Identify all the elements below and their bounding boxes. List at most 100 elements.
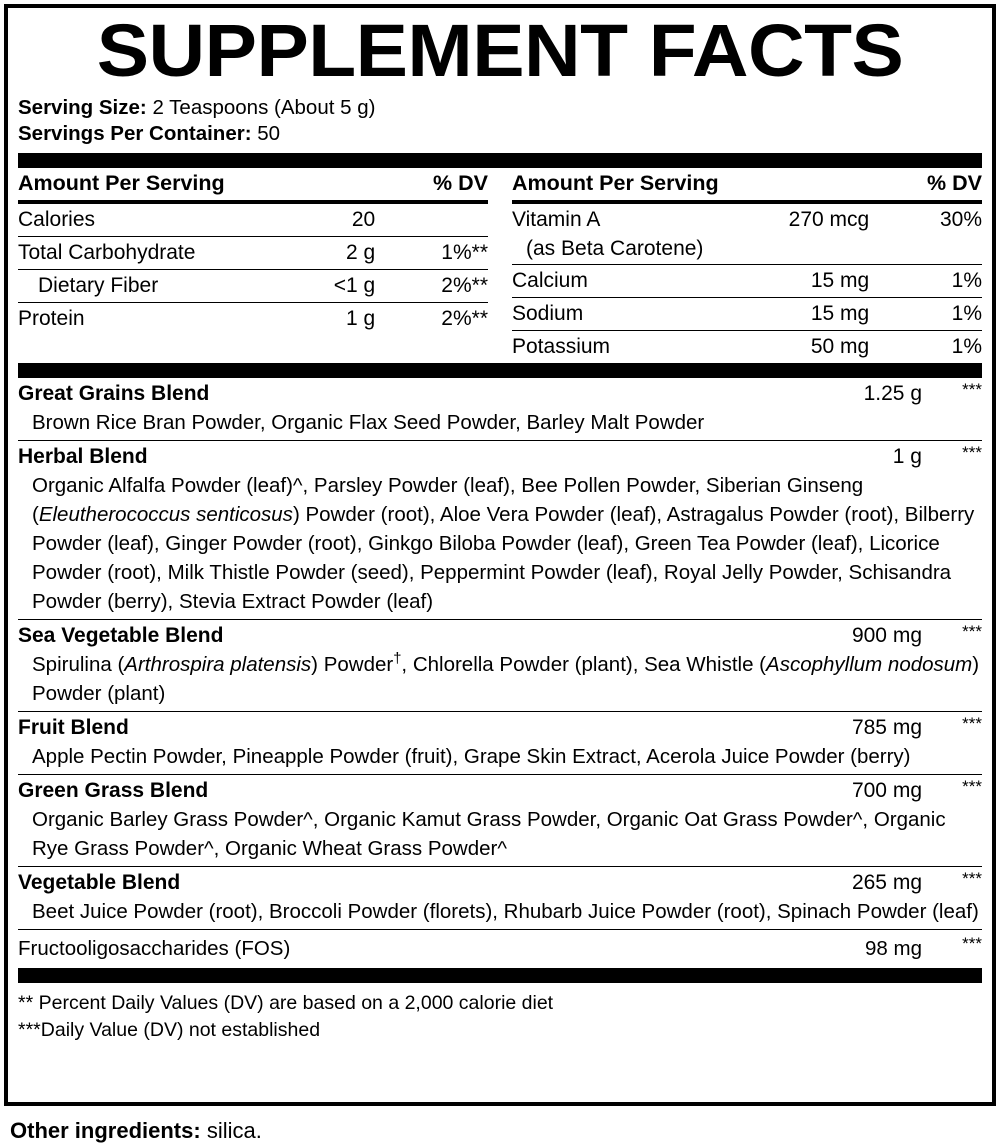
divider-bar-top <box>18 153 982 168</box>
other-ingredients: Other ingredients: silica. <box>10 1117 262 1145</box>
blend-dv: *** <box>922 711 982 742</box>
table-row: Vitamin A 270 mcg 30% <box>512 204 982 236</box>
nutrient-amount: 50 mg <box>718 330 870 363</box>
blend-dv: *** <box>962 380 982 399</box>
table-header-row: Amount Per Serving % DV <box>512 168 982 200</box>
blend-dv: *** <box>922 866 982 897</box>
blend-amount: 265 mg <box>772 866 922 897</box>
divider-bar-middle <box>18 363 982 378</box>
nutrient-dv: 1% <box>869 264 982 298</box>
nutrient-name: Dietary Fiber <box>18 269 225 303</box>
proprietary-blends-table: Great Grains Blend 1.25 g *** Brown Rice Br… <box>18 378 982 968</box>
ingredient-dv: *** <box>922 929 982 968</box>
nutrient-amount: 1 g <box>224 302 376 335</box>
nutrient-dv <box>375 204 488 237</box>
servings-per-container-value: 50 <box>257 122 281 145</box>
supplement-facts-panel: SUPPLEMENT FACTS Serving Size: 2 Teaspoo… <box>4 4 996 1106</box>
nutrient-amount: 15 mg <box>718 264 870 298</box>
nutrient-dv: 30% <box>939 208 982 231</box>
blend-amount: 700 mg <box>772 774 922 805</box>
header-amount-per-serving: Amount Per Serving <box>18 171 225 195</box>
blend-ingredients-row: Spirulina (Arthrospira platensis) Powder… <box>18 650 982 712</box>
header-spacer <box>719 168 869 200</box>
nutrient-dv: 1% <box>869 330 982 363</box>
ingredient-name: Fructooligosaccharides (FOS) <box>18 929 772 968</box>
nutrient-amount: 270 mcg <box>788 208 870 231</box>
blend-amount: 1 g <box>772 440 922 471</box>
nutrient-dv: 1%** <box>375 236 488 270</box>
nutrient-amount: 20 <box>351 208 376 231</box>
footnote-dv-not-established: ***Daily Value (DV) not established <box>18 1019 321 1041</box>
nutrition-table-right: Amount Per Serving % DV <box>512 168 982 200</box>
ingredient-row: Fructooligosaccharides (FOS) 98 mg *** <box>18 929 982 968</box>
table-row: Calories 20 <box>18 204 488 237</box>
table-row: Protein 1 g 2%** <box>18 302 488 335</box>
nutrient-dv: 2%** <box>375 269 488 303</box>
serving-size-line: Serving Size: 2 Teaspoons (About 5 g) <box>18 95 982 121</box>
header-amount-per-serving: Amount Per Serving <box>512 171 719 195</box>
header-percent-dv: % DV <box>433 171 488 195</box>
blend-header-row: Vegetable Blend 265 mg *** <box>18 866 982 897</box>
blend-header-row: Herbal Blend 1 g *** <box>18 440 982 471</box>
table-header-row: Amount Per Serving % DV <box>18 168 488 200</box>
header-underline-left <box>18 200 488 204</box>
table-spacer <box>18 335 488 357</box>
blend-name: Green Grass Blend <box>18 774 772 805</box>
serving-info: Serving Size: 2 Teaspoons (About 5 g) Se… <box>18 92 982 153</box>
table-row: Sodium 15 mg 1% <box>512 297 982 331</box>
other-ingredients-label: Other ingredients: <box>10 1118 201 1143</box>
blend-header-row: Green Grass Blend 700 mg *** <box>18 774 982 805</box>
nutrition-facts-columns: Amount Per Serving % DV Calories 20 <box>18 168 982 363</box>
nutrition-column-right: Amount Per Serving % DV Vitamin A 270 mc… <box>500 168 982 363</box>
nutrition-rows-left: Calories 20 Total Carbohydrate 2 g 1%** … <box>18 204 488 357</box>
nutrient-name: Vitamin A <box>512 208 601 231</box>
blend-ingredients: Apple Pectin Powder, Pineapple Powder (f… <box>32 745 911 768</box>
blend-dv: *** <box>922 619 982 650</box>
blend-header-row: Great Grains Blend 1.25 g *** <box>18 378 982 408</box>
blend-ingredients-row: Organic Barley Grass Powder^, Organic Ka… <box>18 805 982 867</box>
nutrition-column-left: Amount Per Serving % DV Calories 20 <box>18 168 500 363</box>
nutrient-name: Calories <box>18 208 96 231</box>
other-ingredients-value: silica. <box>206 1118 262 1143</box>
footnotes: ** Percent Daily Values (DV) are based o… <box>18 983 982 1050</box>
blend-ingredients-row: Beet Juice Powder (root), Broccoli Powde… <box>18 897 982 930</box>
table-row: Dietary Fiber <1 g 2%** <box>18 269 488 303</box>
blend-name: Sea Vegetable Blend <box>18 619 772 650</box>
header-underline-right <box>512 200 982 204</box>
nutrient-name: Sodium <box>512 297 719 331</box>
page-title: SUPPLEMENT FACTS <box>96 9 904 92</box>
nutrient-amount: 15 mg <box>718 297 870 331</box>
blend-name: Vegetable Blend <box>18 866 772 897</box>
nutrient-amount: 2 g <box>224 236 376 270</box>
blend-ingredients-row: Brown Rice Bran Powder, Organic Flax See… <box>18 408 982 441</box>
blend-ingredients: Beet Juice Powder (root), Broccoli Powde… <box>32 900 979 923</box>
servings-per-container-line: Servings Per Container: 50 <box>18 121 982 147</box>
blend-ingredients: Organic Alfalfa Powder (leaf)^, Parsley … <box>32 474 975 613</box>
nutrient-name: Total Carbohydrate <box>18 236 225 270</box>
header-percent-dv: % DV <box>927 171 982 195</box>
table-row-subtext: (as Beta Carotene) <box>512 236 982 265</box>
nutrient-name: Potassium <box>512 330 719 363</box>
blend-name: Herbal Blend <box>18 440 772 471</box>
nutrient-subname: (as Beta Carotene) <box>526 237 704 260</box>
divider-bar-bottom <box>18 968 982 983</box>
nutrient-dv: 1% <box>869 297 982 331</box>
blend-ingredients: Spirulina (Arthrospira platensis) Powder… <box>32 651 980 705</box>
serving-size-label: Serving Size: <box>18 96 147 119</box>
blend-dv: *** <box>922 774 982 805</box>
nutrition-table-left: Amount Per Serving % DV <box>18 168 488 200</box>
blend-ingredients: Brown Rice Bran Powder, Organic Flax See… <box>32 411 705 434</box>
nutrient-amount: <1 g <box>224 269 376 303</box>
nutrient-dv: 2%** <box>375 302 488 335</box>
blend-name: Fruit Blend <box>18 711 772 742</box>
blend-amount: 785 mg <box>772 711 922 742</box>
blend-amount: 1.25 g <box>863 382 922 405</box>
blend-ingredients-row: Apple Pectin Powder, Pineapple Powder (f… <box>18 742 982 775</box>
table-row: Potassium 50 mg 1% <box>512 330 982 363</box>
blend-ingredients: Organic Barley Grass Powder^, Organic Ka… <box>32 808 946 860</box>
blend-header-row: Sea Vegetable Blend 900 mg *** <box>18 619 982 650</box>
blend-name: Great Grains Blend <box>18 382 210 405</box>
nutrition-rows-right: Vitamin A 270 mcg 30% (as Beta Carotene)… <box>512 204 982 363</box>
table-row: Calcium 15 mg 1% <box>512 264 982 298</box>
